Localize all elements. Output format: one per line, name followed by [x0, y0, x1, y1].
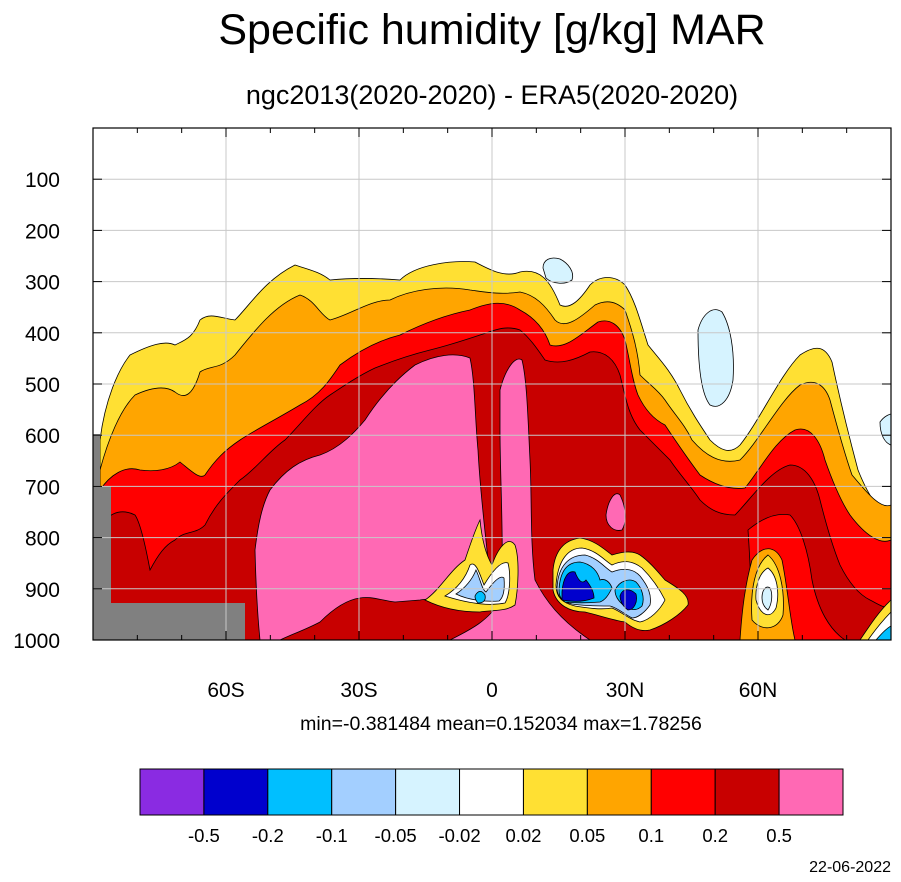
x-tick-label: 30S — [340, 679, 377, 702]
x-axis: 60S 30S 0 30N 60N — [136, 128, 848, 702]
x-tick-label: 60N — [739, 679, 778, 702]
colorbar-swatch — [522, 768, 588, 816]
colorbar-label: 0.2 — [702, 825, 728, 846]
colorbar-swatch — [331, 768, 397, 816]
y-axis: 100 200 300 400 500 600 700 800 900 1000 — [13, 169, 891, 653]
x-tick-label: 30N — [606, 679, 645, 702]
y-tick-label: 400 — [25, 323, 60, 346]
colorbar-label: -0.1 — [316, 825, 348, 846]
colorbar-label: 0.05 — [569, 825, 605, 846]
missing-data-mask — [93, 434, 245, 640]
colorbar-swatch — [459, 768, 524, 816]
chart-subtitle: ngc2013(2020-2020) - ERA5(2020-2020) — [246, 80, 738, 110]
colorbar-swatch — [395, 768, 461, 816]
y-tick-label: 700 — [25, 476, 60, 499]
colorbar-swatch — [203, 768, 269, 816]
colorbar-swatch — [714, 768, 780, 816]
colorbar-swatch — [267, 768, 333, 816]
contour-fill-blue-nh — [561, 571, 637, 611]
chart-title: Specific humidity [g/kg] MAR — [218, 6, 765, 54]
colorbar: -0.5 -0.2 -0.1 -0.05 -0.02 0.02 0.05 0.1 0.2 0.5 — [139, 768, 844, 846]
colorbar-label: 0.02 — [505, 825, 541, 846]
y-tick-label: 200 — [25, 220, 60, 243]
colorbar-label: -0.5 — [188, 825, 220, 846]
y-tick-label: 300 — [25, 272, 60, 295]
contour-fill-pink-main — [254, 354, 489, 640]
colorbar-label: -0.02 — [438, 825, 480, 846]
y-tick-label: 600 — [25, 425, 60, 448]
contour-fill-lightcyan-c — [879, 413, 891, 446]
y-tick-label: 500 — [25, 374, 60, 397]
colorbar-swatch — [778, 768, 844, 816]
contour-fill-edge-blue — [875, 625, 891, 640]
y-tick-label: 100 — [25, 169, 60, 192]
contour-fill-lightcyan-b — [697, 309, 734, 407]
colorbar-swatch — [586, 768, 652, 816]
x-tick-label: 0 — [486, 679, 498, 702]
x-tick-label: 60S — [207, 679, 244, 702]
y-tick-label: 900 — [25, 579, 60, 602]
contour-fill-lightcyan-a — [542, 257, 574, 284]
colorbar-label: 0.5 — [766, 825, 792, 846]
colorbar-swatch — [139, 768, 205, 816]
y-tick-label: 800 — [25, 528, 60, 551]
date-stamp: 22-06-2022 — [809, 859, 891, 876]
colorbar-swatch — [650, 768, 716, 816]
colorbar-label: -0.05 — [375, 825, 417, 846]
y-tick-label: 1000 — [13, 630, 60, 653]
colorbar-label: 0.1 — [638, 825, 664, 846]
contour-fill-cyan-eq — [474, 590, 486, 604]
colorbar-label: -0.2 — [252, 825, 284, 846]
stats-label: min=-0.381484 mean=0.152034 max=1.78256 — [300, 713, 702, 735]
gridlines — [93, 128, 891, 640]
